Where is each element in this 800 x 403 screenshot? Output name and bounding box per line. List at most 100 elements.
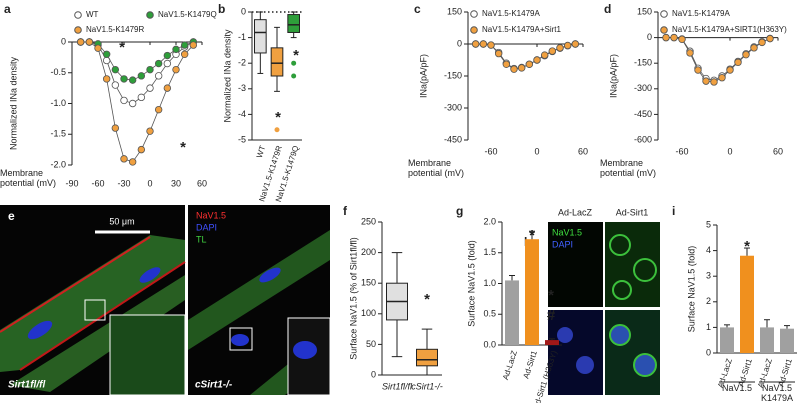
panel-letter: c (414, 2, 421, 16)
cell (633, 258, 657, 282)
legend-label: NaV1.5-K1479A (672, 9, 730, 18)
y-tick-label: -1.5 (50, 129, 66, 139)
data-point (758, 38, 766, 47)
data-point (766, 34, 774, 43)
data-point (548, 47, 557, 55)
data-point (172, 45, 180, 54)
y-tick-label: -0.5 (50, 67, 66, 77)
y-axis-label: Normalized INa density (222, 29, 232, 123)
group-label: NaV1.5 K1479A (760, 383, 794, 403)
annotation: # (547, 307, 556, 324)
legend-marker (470, 10, 478, 18)
legend-marker (660, 10, 668, 18)
data-point (678, 35, 686, 44)
data-point (540, 51, 549, 59)
y-tick-label: 3 (706, 271, 711, 281)
y-tick-label: -3 (238, 83, 246, 93)
data-point (502, 60, 511, 68)
legend-marker (470, 26, 478, 34)
x-axis-label-box: Membrane potential (mV) (600, 158, 657, 178)
column-label: Ad-LacZ (558, 207, 593, 217)
data-point (556, 44, 564, 52)
outlier (291, 60, 297, 66)
data-point (487, 41, 495, 49)
x-tick-label: Sirt1fl/fl (382, 381, 413, 391)
y-tick-label: 0 (241, 6, 246, 16)
data-point (128, 99, 137, 108)
data-point (180, 50, 189, 58)
y-tick-label: 0 (647, 32, 652, 42)
series-line (80, 41, 194, 163)
data-point (726, 66, 734, 74)
annotation: * (293, 47, 299, 64)
data-point (94, 44, 102, 52)
data-point (742, 50, 750, 59)
nucleus (576, 356, 594, 374)
data-point (102, 75, 111, 83)
bar (525, 239, 539, 345)
y-tick-label: 150 (637, 6, 652, 16)
data-point (710, 78, 718, 86)
channel-label: DAPI (552, 239, 573, 249)
channel-label: TL (196, 234, 207, 244)
membrane (0, 236, 151, 333)
cell (609, 234, 631, 256)
bar (720, 327, 734, 353)
y-axis-label: INa(pA/pF) (608, 54, 618, 98)
y-tick-label: 0.5 (483, 309, 496, 319)
data-point (517, 64, 526, 72)
nucleus (231, 334, 249, 346)
micrograph-h: h Ad-LacZ Ad-Sirt1 NaV1.5 DAPI (524, 207, 660, 395)
data-point (670, 33, 678, 42)
y-axis-label: Surface NaV1.5 (% of Sirt1fl/fl) (348, 237, 358, 360)
legend-marker (660, 26, 668, 34)
y-tick-label: -150 (444, 70, 462, 80)
x-tick-label: 0 (147, 178, 152, 188)
data-point (471, 40, 480, 48)
data-point (154, 105, 163, 114)
data-point (76, 38, 85, 46)
bar (760, 327, 774, 353)
data-point (734, 58, 742, 67)
legend-marker (74, 26, 82, 34)
y-tick-label: 0 (371, 369, 376, 379)
data-point (85, 38, 94, 46)
y-tick-label: -600 (634, 134, 652, 144)
x-tick-label: -60 (91, 178, 104, 188)
inset-box (84, 299, 106, 321)
inset (109, 314, 186, 396)
y-tick-label: 0.0 (483, 339, 496, 349)
panel-letter: e (8, 209, 15, 223)
x-axis-label: Membrane potential (mV) (600, 158, 657, 178)
column-label: Ad-Sirt1 (616, 207, 649, 217)
y-tick-label: 0 (61, 36, 66, 46)
cell (612, 280, 632, 300)
y-tick-label: 1.0 (483, 278, 496, 288)
y-tick-label: 100 (361, 308, 376, 318)
data-point (563, 41, 572, 50)
data-point (102, 50, 111, 58)
y-tick-label: -2.0 (50, 159, 66, 169)
panel-letter: b (218, 2, 225, 16)
channel-label: NaV1.5 (196, 210, 226, 220)
data-point (146, 84, 154, 92)
data-point (111, 81, 120, 89)
x-axis-label-box: Membrane potential (mV) (408, 158, 464, 178)
membrane (19, 261, 186, 371)
y-tick-label: 150 (447, 6, 462, 16)
legend-marker (74, 11, 82, 19)
data-point (180, 41, 189, 49)
nucleus (609, 324, 631, 346)
panel-letter: d (604, 2, 611, 16)
x-tick-label: 60 (197, 178, 207, 188)
legend-label: NaV1.5-K1479Q (158, 10, 217, 19)
bar (740, 255, 754, 353)
x-tick-label: 30 (171, 178, 181, 188)
x-tick-label: -60 (484, 146, 497, 156)
y-tick-label: -450 (444, 134, 462, 144)
x-tick-label: cSirt1-/- (411, 381, 443, 391)
data-point (154, 59, 163, 68)
x-tick-label: WT (255, 144, 267, 159)
y-tick-label: -1 (238, 32, 246, 42)
y-tick-label: 250 (361, 216, 376, 226)
